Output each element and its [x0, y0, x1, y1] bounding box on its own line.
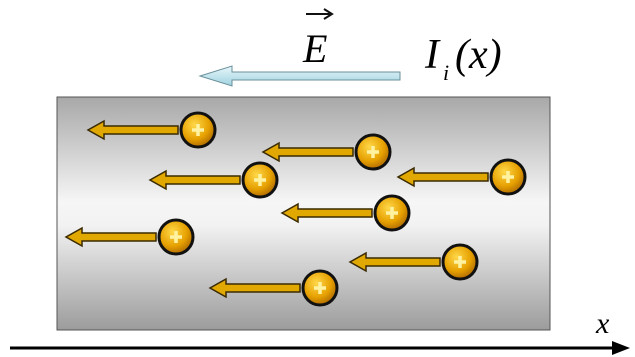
current-argument: (x): [455, 32, 502, 78]
field-arrow: [200, 66, 400, 86]
axis-label: x: [595, 307, 610, 340]
field-symbol: E: [302, 26, 327, 71]
field-label: E: [302, 9, 332, 71]
current-label: I i (x): [424, 32, 502, 85]
x-axis: [10, 341, 630, 355]
current-subscript: i: [443, 60, 449, 85]
current-symbol: I: [424, 32, 441, 78]
diagram: E I i (x) x: [0, 0, 635, 357]
vector-arrow: [306, 9, 332, 19]
